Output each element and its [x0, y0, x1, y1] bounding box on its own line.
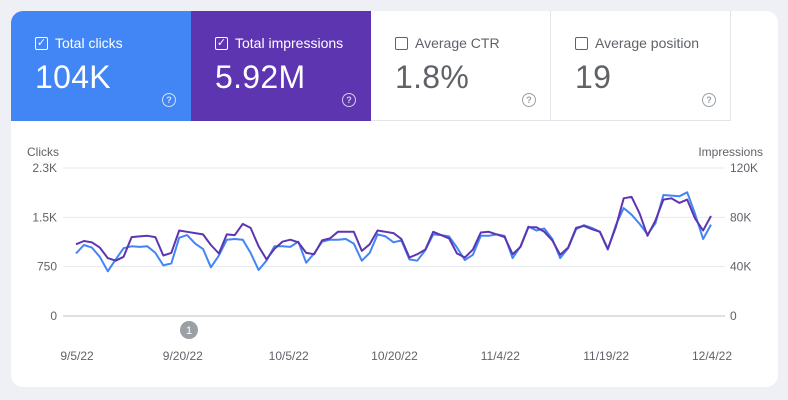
tile-total-impressions[interactable]: ✓ Total impressions 5.92M ?: [191, 11, 371, 121]
left-tick-label: 0: [50, 309, 57, 323]
tile-value: 104K: [35, 59, 111, 95]
performance-card: ✓ Total clicks 104K ? ✓ Total impression…: [11, 11, 778, 387]
tile-total-clicks[interactable]: ✓ Total clicks 104K ?: [11, 11, 191, 121]
right-tick-label: 80K: [730, 210, 751, 224]
right-axis-title: Impressions: [698, 145, 763, 159]
axis-ticks: 2.3K 120K 1.5K 80K 750 40K 0 0: [32, 161, 758, 323]
series-lines: [75, 191, 712, 273]
tile-label: Total impressions: [235, 35, 344, 51]
right-tick-label: 0: [730, 309, 737, 323]
checkbox-unchecked-icon[interactable]: [575, 37, 588, 50]
x-tick-label: 9/5/22: [60, 349, 94, 363]
tile-average-position[interactable]: Average position 19 ?: [551, 11, 731, 121]
grid: [63, 167, 725, 317]
left-tick-label: 750: [37, 260, 57, 274]
left-axis-title: Clicks: [27, 145, 59, 159]
tile-value: 5.92M: [215, 59, 306, 95]
series-line-clicks: [75, 191, 712, 273]
checkbox-checked-icon[interactable]: ✓: [35, 37, 48, 50]
help-icon[interactable]: ?: [522, 93, 536, 107]
x-tick-label: 10/20/22: [371, 349, 418, 363]
left-tick-label: 2.3K: [32, 161, 57, 175]
tile-value: 19: [575, 59, 612, 95]
x-tick-label: 12/4/22: [692, 349, 732, 363]
help-icon[interactable]: ?: [702, 93, 716, 107]
annotation-label: 1: [186, 325, 192, 337]
x-tick-label: 11/4/22: [481, 349, 520, 363]
x-tick-label: 10/5/22: [269, 349, 309, 363]
annotation-marker[interactable]: 1: [180, 321, 198, 339]
x-tick-label: 11/19/22: [583, 349, 629, 363]
series-line-impressions: [75, 195, 712, 262]
annotation-circle[interactable]: [180, 321, 198, 339]
checkbox-unchecked-icon[interactable]: [395, 37, 408, 50]
tile-label: Average position: [595, 35, 700, 51]
x-axis-labels: 9/5/22 9/20/22 10/5/22 10/20/22 11/4/22 11/19…: [60, 349, 732, 363]
left-tick-label: 1.5K: [32, 210, 57, 224]
help-icon[interactable]: ?: [342, 93, 356, 107]
right-tick-label: 40K: [730, 260, 751, 274]
tile-value: 1.8%: [395, 59, 470, 95]
right-tick-label: 120K: [730, 161, 758, 175]
tile-label: Average CTR: [415, 35, 500, 51]
metric-tiles: ✓ Total clicks 104K ? ✓ Total impression…: [11, 11, 731, 121]
checkbox-checked-icon[interactable]: ✓: [215, 37, 228, 50]
tile-label: Total clicks: [55, 35, 123, 51]
help-icon[interactable]: ?: [162, 93, 176, 107]
tile-average-ctr[interactable]: Average CTR 1.8% ?: [371, 11, 551, 121]
x-tick-label: 9/20/22: [163, 349, 203, 363]
